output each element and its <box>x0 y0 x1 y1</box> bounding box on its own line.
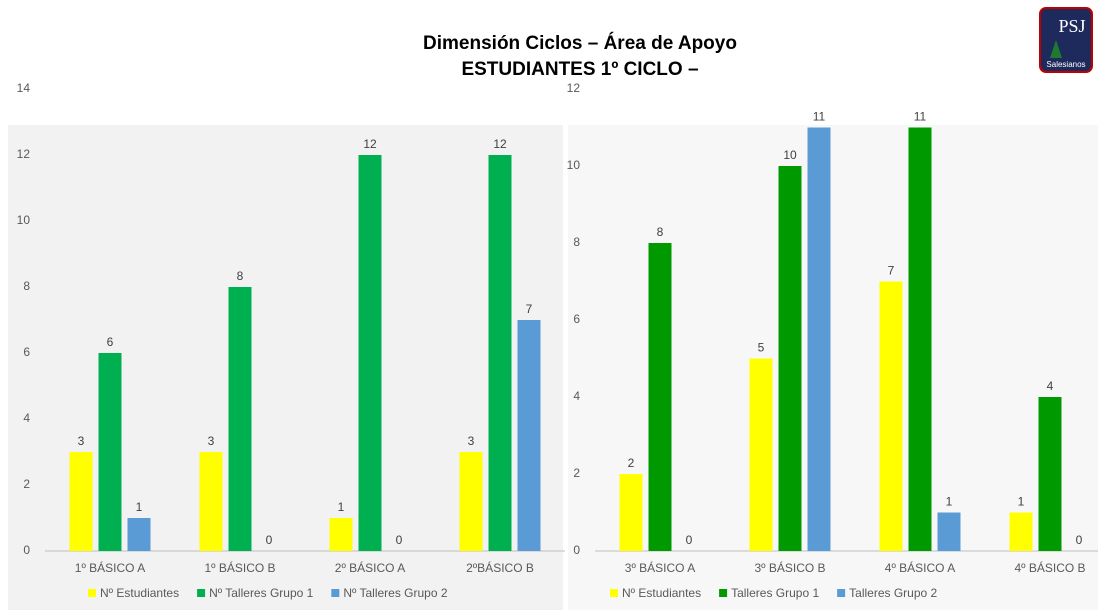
x-tick-label: 2ºBÁSICO B <box>466 560 534 575</box>
value-label: 3 <box>78 434 85 448</box>
value-label: 11 <box>914 110 927 124</box>
y-tick-label: 8 <box>23 279 30 293</box>
bar <box>69 452 93 551</box>
legend-label: Talleres Grupo 1 <box>731 586 819 600</box>
value-label: 1 <box>946 495 953 509</box>
bar <box>908 127 932 551</box>
legend-swatch <box>88 589 96 597</box>
bar <box>1009 512 1033 551</box>
x-tick-label: 2º BÁSICO A <box>335 560 405 575</box>
y-tick-label: 12 <box>17 147 31 161</box>
bar <box>778 166 802 551</box>
value-label: 0 <box>1076 533 1083 547</box>
value-label: 12 <box>363 137 377 151</box>
y-tick-label: 2 <box>573 466 580 480</box>
value-label: 0 <box>686 533 693 547</box>
value-label: 0 <box>396 533 403 547</box>
bar <box>199 452 223 551</box>
value-label: 8 <box>237 269 244 283</box>
y-tick-label: 4 <box>23 411 30 425</box>
value-label: 6 <box>107 335 114 349</box>
bar <box>358 155 382 551</box>
value-label: 3 <box>208 434 215 448</box>
bar <box>329 518 353 551</box>
y-tick-label: 14 <box>17 81 31 95</box>
x-tick-label: 4º BÁSICO B <box>1014 560 1085 575</box>
x-tick-label: 3º BÁSICO A <box>625 560 695 575</box>
y-tick-label: 12 <box>567 81 581 95</box>
bar <box>879 281 903 551</box>
bar <box>228 287 252 551</box>
value-label: 11 <box>813 110 826 124</box>
y-tick-label: 8 <box>573 235 580 249</box>
y-tick-label: 0 <box>573 543 580 557</box>
value-label: 1 <box>136 500 143 514</box>
y-tick-label: 2 <box>23 477 30 491</box>
y-tick-label: 4 <box>573 389 580 403</box>
value-label: 5 <box>758 341 765 355</box>
bar <box>517 320 541 551</box>
bar <box>937 512 961 551</box>
y-tick-label: 0 <box>23 543 30 557</box>
legend-label: Nº Estudiantes <box>100 586 179 600</box>
x-tick-label: 4º BÁSICO A <box>885 560 955 575</box>
value-label: 4 <box>1047 379 1054 393</box>
value-label: 1 <box>338 500 345 514</box>
value-label: 8 <box>657 225 664 239</box>
slide-title: Dimensión Ciclos – Área de Apoyo <box>423 32 737 54</box>
x-tick-label: 3º BÁSICO B <box>754 560 825 575</box>
y-tick-label: 6 <box>573 312 580 326</box>
bar <box>1038 397 1062 551</box>
legend-label: Talleres Grupo 2 <box>849 586 937 600</box>
value-label: 7 <box>888 264 895 278</box>
x-tick-label: 1º BÁSICO A <box>75 560 145 575</box>
value-label: 1 <box>1018 495 1025 509</box>
y-tick-label: 6 <box>23 345 30 359</box>
logo-tree <box>1050 40 1062 58</box>
legend-label: Nº Estudiantes <box>622 586 701 600</box>
bar <box>648 243 672 551</box>
value-label: 10 <box>783 148 797 162</box>
value-label: 12 <box>493 137 507 151</box>
y-tick-label: 10 <box>567 158 581 172</box>
legend-swatch <box>719 589 728 597</box>
bar <box>127 518 151 551</box>
logo-text: PSJ <box>1058 16 1085 36</box>
legend-label: Nº Talleres Grupo 2 <box>343 586 448 600</box>
bar <box>488 155 512 551</box>
value-label: 0 <box>266 533 273 547</box>
legend-swatch <box>837 589 846 597</box>
legend-label: Nº Talleres Grupo 1 <box>209 586 314 600</box>
slide-subtitle: ESTUDIANTES 1º CICLO – <box>461 59 698 80</box>
logo-subtext: Salesianos <box>1046 60 1085 69</box>
x-tick-label: 1º BÁSICO B <box>204 560 275 575</box>
logo: PSJ Salesianos <box>1039 7 1093 73</box>
legend-swatch <box>331 589 340 597</box>
value-label: 7 <box>526 302 533 316</box>
value-label: 3 <box>468 434 475 448</box>
value-label: 2 <box>628 456 635 470</box>
bar <box>619 474 643 551</box>
bar <box>459 452 483 551</box>
legend-swatch <box>610 589 618 597</box>
legend-swatch <box>197 589 206 597</box>
y-tick-label: 10 <box>17 213 31 227</box>
bar <box>807 127 831 551</box>
bar <box>98 353 122 551</box>
bar <box>749 358 773 551</box>
